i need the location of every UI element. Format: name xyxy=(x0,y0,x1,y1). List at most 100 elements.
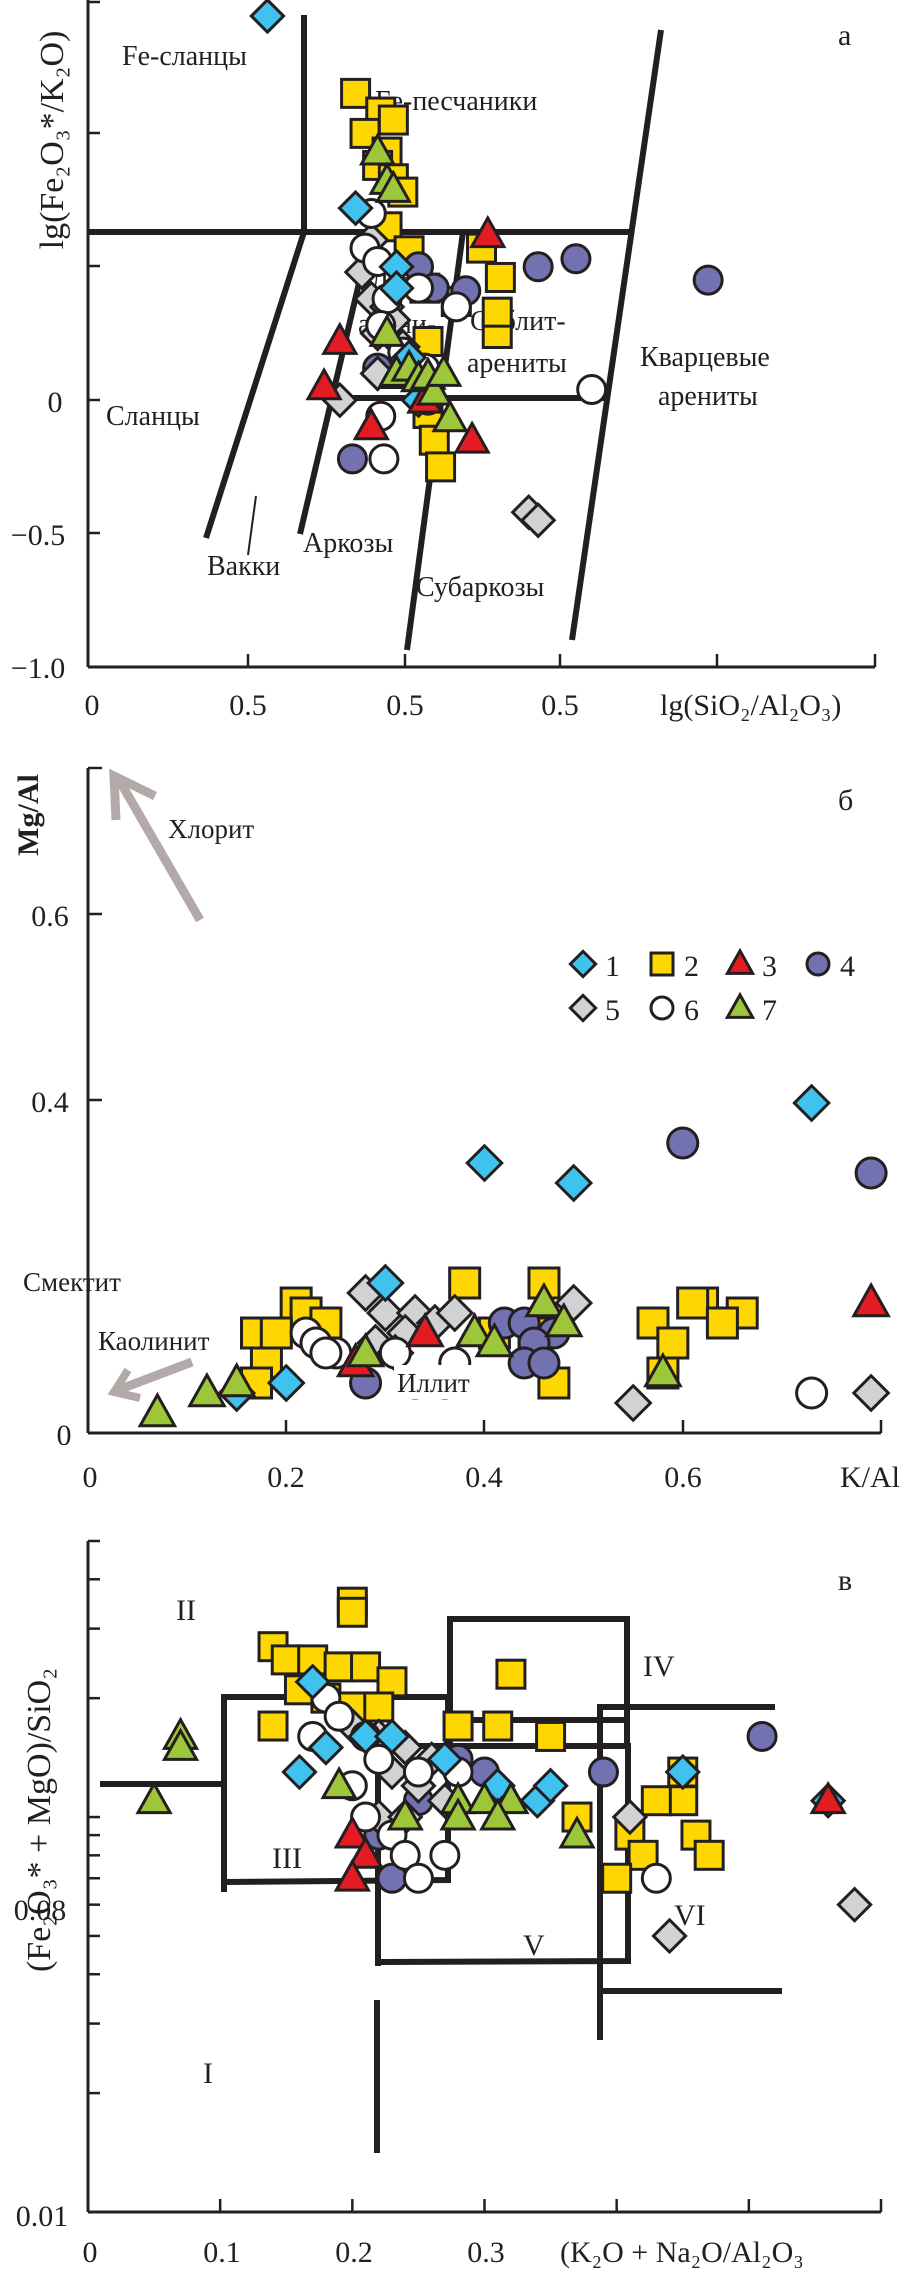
legend: 1 2 3 4 5 6 7 xyxy=(568,947,855,1027)
panel-c-label: в xyxy=(838,1564,852,1597)
data-point-series-1 xyxy=(337,189,374,227)
data-point-series-3 xyxy=(809,1780,847,1815)
field-label: IV xyxy=(643,1650,675,1683)
panel-b-xlabel: K/Al xyxy=(840,1461,900,1494)
data-point-series-7 xyxy=(474,1321,515,1358)
annotation-illite: Иллит xyxy=(397,1368,470,1398)
panel-c-xtick-label: 0 xyxy=(83,2236,98,2269)
data-point-series-6 xyxy=(795,1376,829,1410)
data-point-series-7 xyxy=(187,1371,227,1408)
data-point-series-7 xyxy=(386,1797,424,1831)
legend-marker-3 xyxy=(724,947,756,975)
data-point-series-2 xyxy=(270,1644,302,1676)
field-label: Fe-сланцы xyxy=(122,41,247,72)
data-point-series-3 xyxy=(405,1311,445,1348)
data-point-series-2 xyxy=(495,1658,527,1690)
panel-b-xtick-label: 0 xyxy=(83,1461,98,1494)
annotation-chlorite: Хлорит xyxy=(168,814,254,844)
data-point-series-4 xyxy=(527,1346,561,1380)
illite-label-bg xyxy=(394,1365,490,1399)
data-point-series-3 xyxy=(333,1815,371,1849)
field-label: арениты xyxy=(658,381,758,412)
data-point-series-6 xyxy=(640,1862,672,1894)
panel-a-ylabel: lg(Fe₂O₃*/K₂O) xyxy=(34,31,71,250)
panel-a-label: а xyxy=(838,19,851,52)
panel-a-ytick-label: 0 xyxy=(48,386,63,419)
data-point-series-2 xyxy=(350,1651,382,1683)
data-point-series-2 xyxy=(336,1596,368,1628)
data-point-series-2 xyxy=(349,117,381,149)
data-point-series-6 xyxy=(389,1839,421,1871)
panel-c-ylabel: (Fe₂O₃* + MgO)/SiO₂ xyxy=(21,1668,58,1972)
legend-marker-1 xyxy=(568,949,598,979)
data-point-series-2 xyxy=(442,1710,474,1742)
field-label: I xyxy=(203,2057,213,2090)
data-point-series-2 xyxy=(482,1710,514,1742)
vakki-leader-line xyxy=(247,495,257,556)
data-point-series-1 xyxy=(373,1718,411,1755)
data-point-series-2 xyxy=(693,1839,725,1871)
data-point-series-5 xyxy=(836,1886,873,1923)
data-point-series-1 xyxy=(664,1753,701,1791)
legend-label: 4 xyxy=(840,950,855,983)
field-label: арениты xyxy=(467,348,567,379)
legend-marker-5 xyxy=(568,993,598,1023)
data-point-series-2 xyxy=(705,1306,739,1340)
data-point-series-2 xyxy=(323,1651,355,1683)
data-point-series-7 xyxy=(465,1780,504,1815)
data-point-series-1 xyxy=(465,1143,504,1183)
data-point-series-7 xyxy=(479,1797,517,1831)
data-point-series-7 xyxy=(439,1797,477,1831)
panel-c-xtick-label: 0.1 xyxy=(203,2236,241,2269)
data-point-series-2 xyxy=(377,104,409,136)
data-point-series-2 xyxy=(535,1720,567,1752)
data-point-series-4 xyxy=(336,443,368,475)
data-point-series-1 xyxy=(378,269,415,307)
legend-label: 7 xyxy=(762,994,777,1027)
data-point-series-7 xyxy=(216,1361,257,1398)
data-point-series-2 xyxy=(601,1862,633,1894)
data-point-series-5 xyxy=(611,1798,649,1836)
data-point-series-6 xyxy=(363,1743,395,1775)
data-point-series-5 xyxy=(651,1917,688,1955)
data-point-series-1 xyxy=(307,1729,345,1766)
legend-label: 3 xyxy=(762,950,777,983)
data-point-series-3 xyxy=(453,420,491,454)
data-point-series-7 xyxy=(415,372,453,406)
legend-item: 7 xyxy=(724,991,777,1027)
legend-label: 5 xyxy=(605,994,620,1027)
chlorite-arrow xyxy=(109,768,204,923)
data-point-series-6 xyxy=(368,443,400,475)
legend-label: 1 xyxy=(605,950,620,983)
data-point-series-1 xyxy=(347,1718,384,1755)
data-point-series-4 xyxy=(692,264,724,296)
field-label: Сланцы xyxy=(106,401,200,432)
data-point-series-2 xyxy=(636,1306,670,1340)
data-point-series-3 xyxy=(321,321,359,355)
data-point-series-5 xyxy=(359,355,396,392)
legend-marker-6 xyxy=(649,995,675,1021)
data-point-series-5 xyxy=(366,1293,405,1333)
panel-b-ytick-label: 0.6 xyxy=(31,900,69,933)
panel-c: (Fe₂O₃* + MgO)/SiO₂ в 0.01 0.08 0 0.1 0.… xyxy=(14,1539,883,2269)
data-point-series-6 xyxy=(402,1756,434,1788)
panel-b-xtick-label: 0.6 xyxy=(664,1461,702,1494)
data-point-series-7 xyxy=(358,132,397,166)
legend-item: 5 xyxy=(568,993,620,1027)
panel-a-xtick-label: 0.5 xyxy=(386,689,424,722)
data-point-series-2 xyxy=(376,1666,408,1698)
field-box-VI xyxy=(597,1704,775,2040)
data-point-series-1 xyxy=(281,1753,318,1791)
data-point-series-1 xyxy=(426,1741,464,1778)
field-label: V xyxy=(523,1929,545,1962)
data-point-series-2 xyxy=(667,1785,699,1817)
data-point-series-3 xyxy=(346,1835,385,1869)
panel-b-marks xyxy=(137,1083,891,1428)
field-label: II xyxy=(176,1594,196,1627)
data-point-series-4 xyxy=(587,1756,619,1788)
legend-item: 6 xyxy=(649,994,699,1027)
data-point-series-4 xyxy=(746,1720,778,1752)
data-point-series-6 xyxy=(429,1839,461,1871)
panel-a-xtick-label: 0 xyxy=(85,689,100,722)
legend-marker-7 xyxy=(724,991,756,1019)
